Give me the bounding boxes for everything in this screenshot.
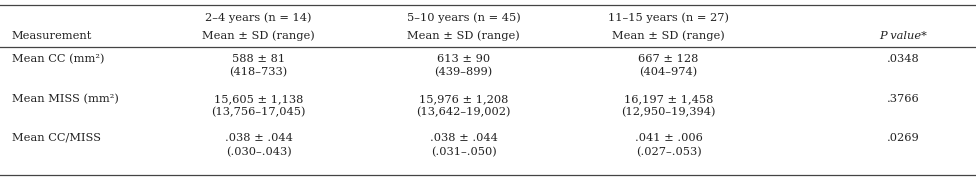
Text: (13,756–17,045): (13,756–17,045) [212, 107, 305, 117]
Text: .038 ± .044: .038 ± .044 [429, 133, 498, 143]
Text: 16,197 ± 1,458: 16,197 ± 1,458 [624, 94, 713, 104]
Text: .038 ± .044: .038 ± .044 [224, 133, 293, 143]
Text: .0348: .0348 [886, 54, 919, 64]
Text: 588 ± 81: 588 ± 81 [232, 54, 285, 64]
Text: (.027–.053): (.027–.053) [635, 147, 702, 157]
Text: (404–974): (404–974) [639, 67, 698, 77]
Text: 2–4 years (n = 14): 2–4 years (n = 14) [205, 13, 312, 23]
Text: Mean CC/MISS: Mean CC/MISS [12, 133, 101, 143]
Text: 15,605 ± 1,138: 15,605 ± 1,138 [214, 94, 304, 104]
Text: P value*: P value* [878, 31, 927, 41]
Text: Mean CC (mm²): Mean CC (mm²) [12, 54, 104, 64]
Text: 667 ± 128: 667 ± 128 [638, 54, 699, 64]
Text: 15,976 ± 1,208: 15,976 ± 1,208 [419, 94, 508, 104]
Text: Mean ± SD (range): Mean ± SD (range) [202, 31, 315, 41]
Text: (13,642–19,002): (13,642–19,002) [417, 107, 510, 117]
Text: Measurement: Measurement [12, 31, 92, 41]
Text: (.030–.043): (.030–.043) [225, 147, 292, 157]
Text: (418–733): (418–733) [229, 67, 288, 77]
Text: 5–10 years (n = 45): 5–10 years (n = 45) [407, 13, 520, 23]
Text: .0269: .0269 [886, 133, 919, 143]
Text: .041 ± .006: .041 ± .006 [634, 133, 703, 143]
Text: .3766: .3766 [886, 94, 919, 104]
Text: 613 ± 90: 613 ± 90 [437, 54, 490, 64]
Text: (12,950–19,394): (12,950–19,394) [622, 107, 715, 117]
Text: Mean ± SD (range): Mean ± SD (range) [407, 31, 520, 41]
Text: 11–15 years (n = 27): 11–15 years (n = 27) [608, 13, 729, 23]
Text: (.031–.050): (.031–.050) [430, 147, 497, 157]
Text: (439–899): (439–899) [434, 67, 493, 77]
Text: Mean MISS (mm²): Mean MISS (mm²) [12, 94, 119, 104]
Text: Mean ± SD (range): Mean ± SD (range) [612, 31, 725, 41]
